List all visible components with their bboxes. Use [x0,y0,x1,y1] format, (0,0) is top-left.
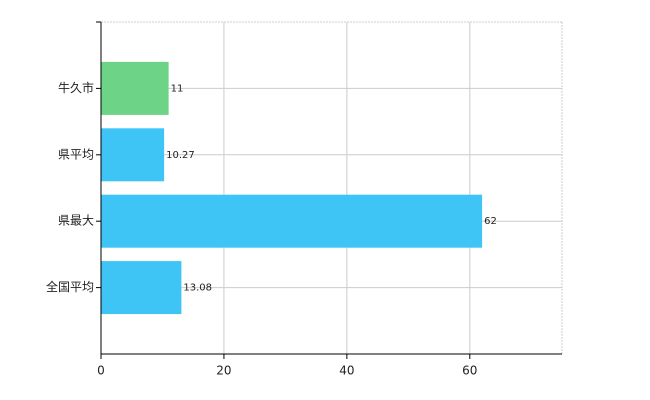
x-tick-label: 20 [216,364,231,378]
bar [101,128,165,182]
x-tick-label: 60 [462,364,477,378]
x-tick-label: 40 [339,364,354,378]
bar [101,61,169,115]
y-tick-label: 全国平均 [46,279,94,294]
y-tick-label: 県平均 [58,147,94,161]
bar [101,194,483,248]
x-tick-label: 0 [97,364,105,378]
value-label: 62 [484,216,497,227]
bar [101,261,182,315]
y-tick-label: 県最大 [58,214,94,228]
value-label: 13.08 [183,283,212,294]
value-label: 10.27 [166,150,195,161]
value-label: 11 [171,83,184,94]
y-tick-label: 牛久市 [58,80,94,95]
